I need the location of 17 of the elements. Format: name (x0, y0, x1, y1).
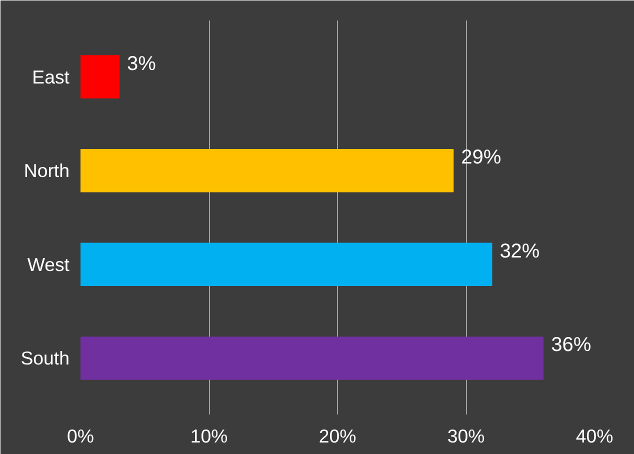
x-tick-label: 10% (190, 426, 228, 446)
bar (80, 336, 544, 380)
bar (80, 55, 120, 98)
y-tick-label: West (27, 254, 70, 275)
bar (80, 148, 454, 192)
x-tick-label: 20% (318, 426, 356, 446)
y-tick-label: South (20, 348, 70, 369)
data-label: 3% (127, 52, 156, 75)
y-tick-label: East (32, 66, 70, 88)
data-label: 29% (461, 146, 502, 169)
y-tick-label: North (24, 160, 70, 182)
data-label: 36% (551, 334, 592, 356)
x-tick-label: 40% (576, 426, 614, 446)
data-label: 32% (500, 240, 540, 262)
x-tick-label: 0% (67, 426, 94, 446)
bar (80, 242, 492, 286)
x-tick-label: 30% (447, 426, 485, 446)
